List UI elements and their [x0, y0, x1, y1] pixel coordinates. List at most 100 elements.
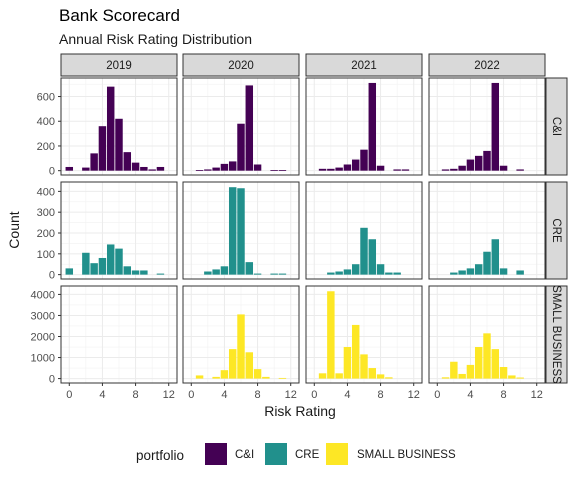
bar-cre-2022-r4 — [466, 268, 475, 275]
bar-ci-2020-r2 — [204, 169, 212, 171]
bar-ci-2020-r1 — [195, 170, 204, 171]
bar-ci-2021-r2 — [327, 168, 335, 171]
bar-cre-2019-r3 — [90, 263, 98, 275]
panel-border — [428, 77, 546, 176]
bar-cre-2021-r8 — [376, 264, 385, 275]
facet-strip-label-2022: 2022 — [474, 60, 500, 72]
bar-ci-2020-r10 — [270, 170, 278, 171]
bar-cre-2019-r2 — [82, 252, 90, 275]
bar-small-business-2022-r9 — [508, 375, 516, 379]
bar-cre-2020-r4 — [220, 266, 229, 275]
bar-cre-2020-r7 — [245, 262, 254, 275]
x-tick-label: 0 — [311, 389, 317, 401]
facet-strip-2019 — [60, 53, 178, 77]
y-tick-label: 0 — [49, 270, 55, 282]
bar-small-business-2021-r2 — [327, 291, 335, 379]
bar-cre-2020-r3 — [212, 269, 220, 275]
y-tick-label: 0 — [49, 374, 55, 386]
bar-ci-2019-r10 — [148, 169, 156, 171]
bar-ci-2019-r4 — [98, 126, 107, 171]
bar-cre-2019-r7 — [123, 266, 132, 275]
bar-cre-2022-r8 — [499, 268, 508, 275]
x-tick-label: 8 — [255, 389, 261, 401]
bar-cre-2020-r8 — [253, 273, 262, 275]
bar-ci-2019-r7 — [123, 152, 132, 171]
facet-strip-cre — [545, 181, 568, 280]
bar-small-business-2022-r1 — [441, 377, 450, 379]
bar-ci-2022-r6 — [483, 150, 491, 171]
bar-ci-2020-r5 — [228, 161, 237, 171]
bar-ci-2019-r6 — [115, 118, 123, 171]
y-tick-label: 2000 — [31, 331, 55, 343]
x-tick-label: 0 — [188, 389, 194, 401]
bar-ci-2019-r3 — [90, 153, 98, 171]
bar-cre-2021-r7 — [368, 239, 377, 275]
bar-ci-2020-r3 — [212, 167, 220, 171]
y-axis-title: Count — [6, 211, 22, 248]
bar-ci-2020-r7 — [245, 85, 254, 171]
bar-cre-2019-r4 — [98, 257, 107, 275]
legend-label-ci: C&I — [235, 449, 255, 461]
bar-ci-2020-r11 — [278, 170, 287, 171]
bar-small-business-2020-r5 — [228, 349, 237, 379]
bar-small-business-2022-r2 — [450, 361, 458, 379]
panel-border — [182, 181, 300, 280]
bar-small-business-2022-r4 — [466, 364, 475, 379]
chart-title: Bank Scorecard — [59, 6, 180, 25]
bar-small-business-2020-r7 — [245, 352, 254, 379]
y-tick-label: 400 — [37, 186, 55, 198]
bar-ci-2020-r6 — [237, 123, 245, 171]
y-tick-label: 4000 — [31, 289, 55, 301]
bar-cre-2022-r6 — [483, 251, 491, 275]
x-axis-title: Risk Rating — [264, 403, 336, 419]
y-tick-label: 0 — [49, 166, 55, 178]
x-tick-label: 4 — [99, 389, 105, 401]
y-tick-label: 200 — [37, 228, 55, 240]
bar-cre-2022-r3 — [458, 270, 466, 275]
bar-small-business-2020-r11 — [278, 377, 287, 379]
legend-key-cre — [265, 443, 287, 465]
bar-small-business-2020-r3 — [212, 376, 220, 379]
facet-strip-label-2019: 2019 — [106, 60, 132, 72]
bar-ci-2020-r4 — [220, 163, 229, 171]
bar-ci-2019-r5 — [106, 86, 115, 171]
y-tick-label: 300 — [37, 207, 55, 219]
panel-border — [182, 77, 300, 176]
panel-border — [305, 77, 423, 176]
facet-strip-label-cre: CRE — [550, 218, 562, 243]
bar-ci-2022-r3 — [458, 165, 466, 171]
bar-small-business-2021-r1 — [318, 373, 327, 379]
bar-ci-2021-r10 — [393, 169, 401, 171]
x-tick-label: 8 — [133, 389, 139, 401]
bar-ci-2021-r11 — [401, 169, 410, 171]
bar-ci-2020-r8 — [253, 164, 262, 171]
bar-ci-2019-r0 — [65, 166, 74, 171]
facet-strip-2022 — [428, 53, 546, 77]
facet-strip-2020 — [182, 53, 300, 77]
x-tick-label: 12 — [163, 389, 175, 401]
bar-small-business-2020-r9 — [262, 376, 270, 379]
bar-ci-2021-r1 — [318, 168, 327, 171]
bar-ci-2021-r5 — [351, 159, 360, 171]
facet-strip-label-2020: 2020 — [228, 60, 254, 72]
x-tick-label: 12 — [285, 389, 297, 401]
y-tick-label: 1000 — [31, 353, 55, 365]
bar-small-business-2021-r5 — [351, 324, 360, 379]
bar-cre-2020-r10 — [270, 273, 278, 275]
bar-ci-2021-r6 — [360, 149, 368, 171]
bar-small-business-2020-r4 — [220, 370, 229, 379]
bar-ci-2022-r10 — [516, 169, 524, 171]
bar-cre-2021-r2 — [327, 272, 335, 275]
bar-ci-2022-r7 — [491, 82, 500, 171]
bar-cre-2021-r4 — [343, 269, 352, 275]
panel-border — [428, 285, 546, 384]
chart-subtitle: Annual Risk Rating Distribution — [59, 31, 252, 47]
x-tick-label: 0 — [434, 389, 440, 401]
x-tick-label: 12 — [408, 389, 420, 401]
bar-small-business-2021-r7 — [368, 368, 377, 379]
bar-small-business-2020-r6 — [237, 314, 245, 379]
y-tick-label: 100 — [37, 249, 55, 261]
bar-ci-2019-r2 — [82, 167, 90, 171]
bar-cre-2019-r9 — [140, 270, 148, 275]
bar-ci-2019-r11 — [156, 166, 165, 171]
